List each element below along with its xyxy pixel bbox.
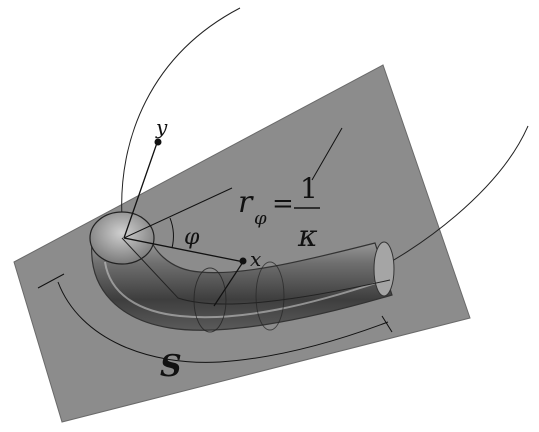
formula-leader (311, 127, 343, 181)
x-axis-tip (239, 257, 247, 265)
s-arc (57, 281, 389, 363)
radius-symbol: r (238, 185, 254, 220)
y-axis-tip (154, 138, 162, 146)
radius-subscript: φ (254, 208, 267, 229)
fraction-numerator: 1 (300, 172, 318, 205)
tube-highlight (104, 261, 386, 319)
angle-arc (169, 217, 174, 249)
fraction-denominator: κ (297, 219, 318, 254)
plane (13, 64, 471, 423)
y-axis-label: y (155, 115, 168, 139)
x-axis-label: x (250, 247, 261, 271)
pointer-line (213, 261, 244, 307)
s-tick-right (381, 315, 393, 333)
curvature-arc-outer (121, 7, 241, 219)
tube-end-cap (373, 241, 395, 297)
equals-sign: = (272, 189, 294, 219)
s-tick-left (37, 273, 65, 289)
arc-length-label: S (160, 349, 182, 384)
angle-label: φ (184, 225, 200, 250)
tube-body (91, 227, 393, 331)
x-axis-line (123, 237, 245, 263)
tube-centerline (121, 237, 391, 305)
angle-ray (123, 187, 233, 239)
tube-ring-mid (193, 267, 227, 333)
tube-ring-end (255, 261, 285, 331)
y-axis-line (123, 139, 159, 239)
